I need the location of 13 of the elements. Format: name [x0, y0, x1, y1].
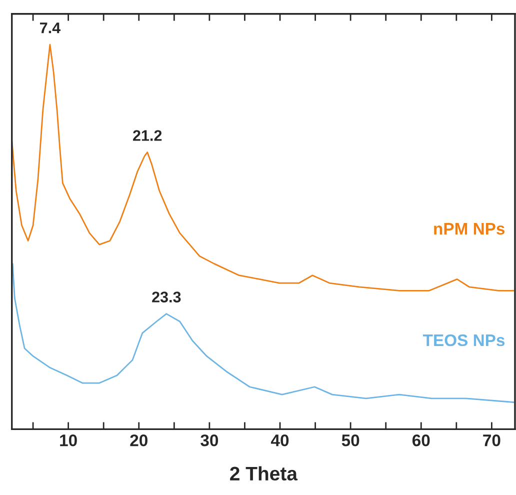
x-axis-title: 2 Theta: [230, 466, 298, 481]
x-tick-label: 50: [342, 434, 360, 446]
x-tick-label: 70: [483, 434, 500, 446]
annotation: 23.3: [152, 292, 181, 302]
x-tick-label: 10: [60, 434, 77, 446]
annotation: 21.2: [133, 130, 162, 141]
x-tick-label: 20: [130, 434, 148, 446]
x-tick-label: 30: [200, 434, 218, 446]
annotation: 7.4: [40, 22, 61, 34]
text: TEOS NPs: [422, 334, 505, 346]
text: nPM NPs: [434, 223, 505, 235]
x-tick-label: 60: [412, 434, 430, 446]
x-tick-label: 40: [270, 434, 289, 446]
